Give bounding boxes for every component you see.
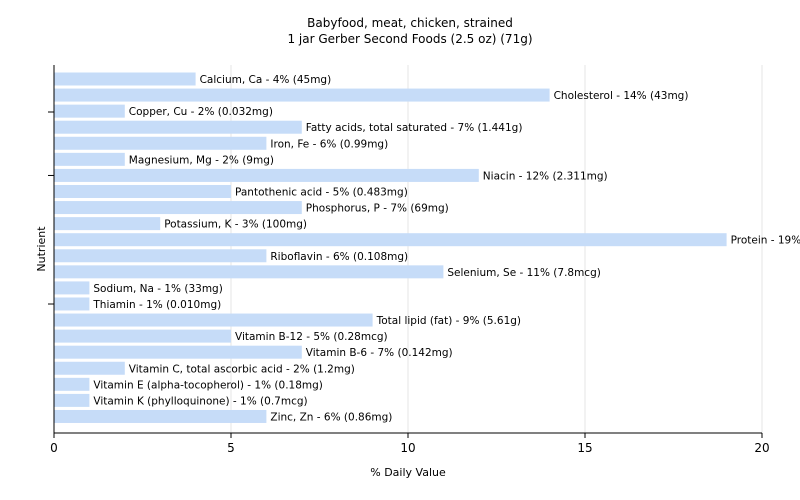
bar-label: Magnesium, Mg - 2% (9mg) — [129, 154, 274, 166]
chart-subtitle: 1 jar Gerber Second Foods (2.5 oz) (71g) — [287, 32, 532, 46]
x-tick-label: 10 — [400, 441, 415, 455]
bar-label: Thiamin - 1% (0.010mg) — [92, 299, 221, 311]
x-tick-label: 0 — [50, 441, 58, 455]
bar-label: Protein - 19% (9.73g) — [731, 235, 800, 247]
bar-label: Copper, Cu - 2% (0.032mg) — [129, 106, 273, 118]
bar — [54, 265, 444, 279]
gridlines — [230, 65, 763, 433]
bar — [54, 249, 267, 263]
bar-label: Cholesterol - 14% (43mg) — [554, 90, 689, 102]
bar-label: Selenium, Se - 11% (7.8mcg) — [447, 267, 600, 279]
bar-label: Sodium, Na - 1% (33mg) — [93, 283, 222, 295]
x-tick-label: 15 — [577, 441, 592, 455]
x-axis-title: % Daily Value — [370, 466, 446, 479]
bar — [54, 201, 302, 215]
bar — [54, 136, 267, 150]
chart-title: Babyfood, meat, chicken, strained — [307, 16, 513, 30]
bar-label: Vitamin B-12 - 5% (0.28mcg) — [235, 331, 388, 343]
x-tick-label: 5 — [227, 441, 235, 455]
bar-label: Zinc, Zn - 6% (0.86mg) — [270, 411, 392, 423]
bar-label: Iron, Fe - 6% (0.99mg) — [270, 138, 388, 150]
bar-label: Niacin - 12% (2.311mg) — [483, 170, 608, 182]
bar-label: Fatty acids, total saturated - 7% (1.441… — [306, 122, 523, 134]
bar-label: Phosphorus, P - 7% (69mg) — [306, 203, 449, 215]
bar — [54, 104, 125, 118]
bar — [54, 72, 196, 86]
bar — [54, 297, 90, 311]
bar — [54, 233, 727, 247]
bar — [54, 345, 302, 359]
bar-label: Vitamin C, total ascorbic acid - 2% (1.2… — [129, 363, 355, 375]
bar-label: Vitamin E (alpha-tocopherol) - 1% (0.18m… — [93, 379, 323, 391]
bars: Calcium, Ca - 4% (45mg) Cholesterol - 14%… — [54, 72, 800, 423]
bar-label: Pantothenic acid - 5% (0.483mg) — [235, 186, 408, 198]
axes: 0 5 10 15 20 — [48, 65, 770, 455]
bar — [54, 120, 302, 134]
bar — [54, 313, 373, 327]
bar — [54, 377, 90, 391]
bar-label: Riboflavin - 6% (0.108mg) — [270, 251, 408, 263]
bar-label: Calcium, Ca - 4% (45mg) — [200, 74, 332, 86]
y-axis-title: Nutrient — [35, 226, 48, 272]
bar — [54, 281, 90, 295]
x-tick-label: 20 — [754, 441, 769, 455]
bar — [54, 329, 231, 343]
bar — [54, 409, 267, 423]
bar-label: Vitamin K (phylloquinone) - 1% (0.7mcg) — [93, 395, 307, 407]
bar — [54, 152, 125, 166]
bar-label: Vitamin B-6 - 7% (0.142mg) — [306, 347, 453, 359]
bar — [54, 168, 479, 182]
bar — [54, 393, 90, 407]
bar — [54, 88, 550, 102]
bar — [54, 184, 231, 198]
bar-label: Potassium, K - 3% (100mg) — [164, 219, 307, 231]
bar — [54, 361, 125, 375]
bar-label: Total lipid (fat) - 9% (5.61g) — [376, 315, 521, 327]
bar — [54, 217, 161, 231]
